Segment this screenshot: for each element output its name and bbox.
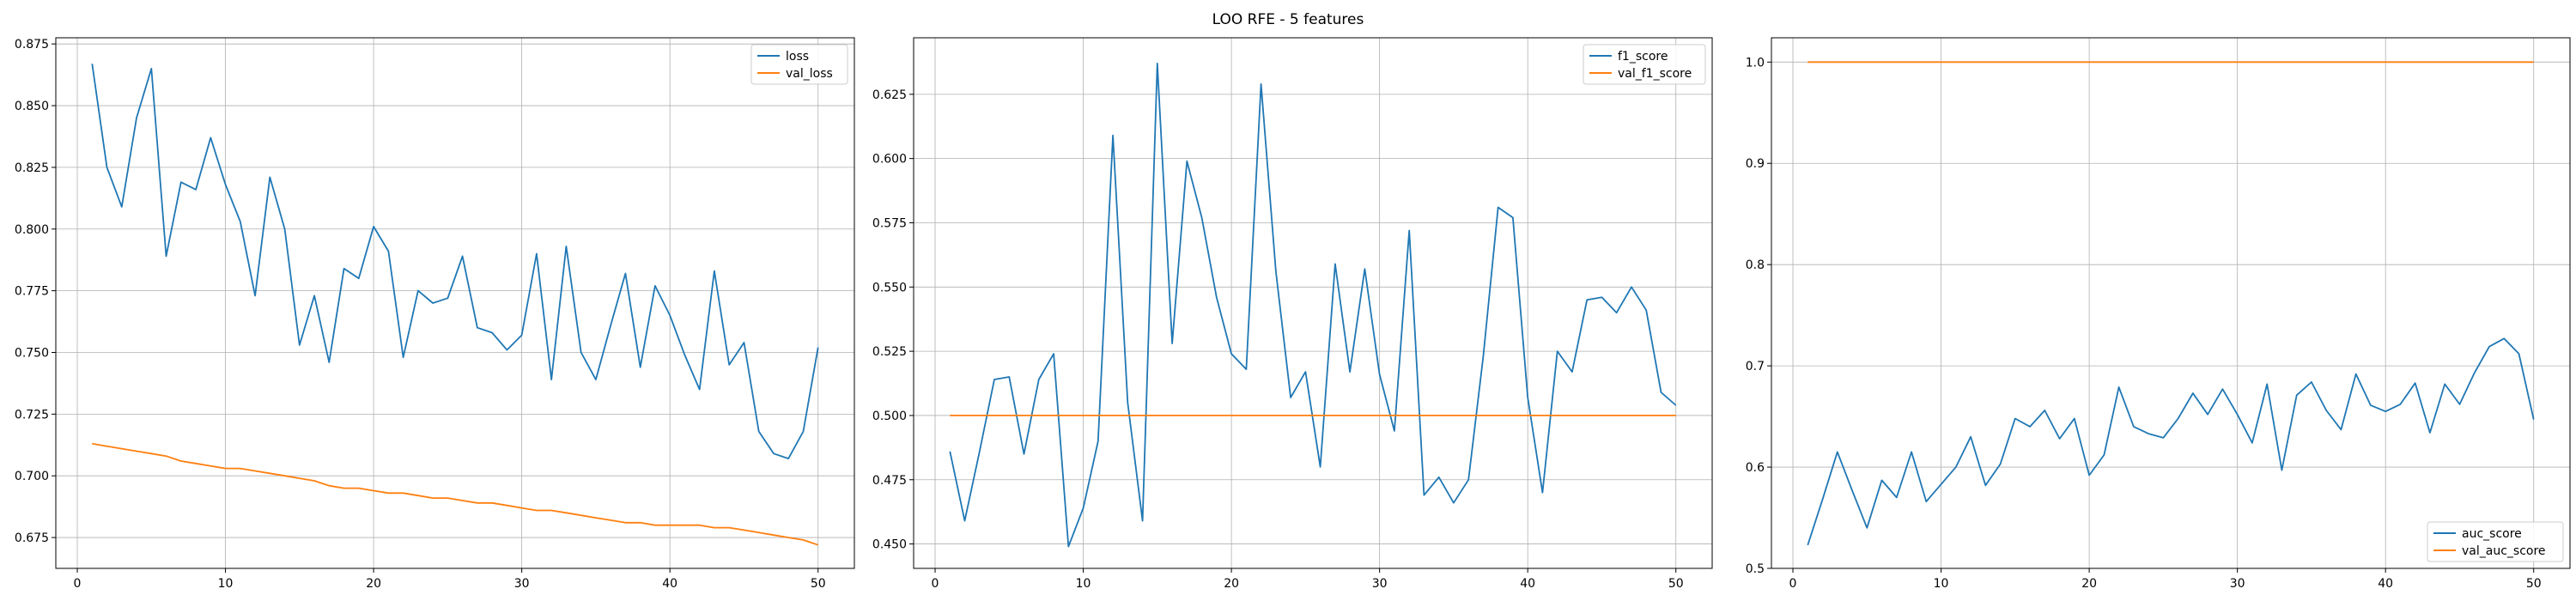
chart-panel-1: 0 10 20 30 40 50 0.675 0.700 0.725 0.750 0.775 0.80… — [15, 37, 855, 591]
y-tick-label: 0.750 — [15, 346, 49, 360]
legend-box — [750, 44, 848, 85]
series-line-auc-score — [1807, 337, 2535, 546]
x-tick-label: 50 — [811, 577, 826, 591]
y-tick-label: 0.625 — [872, 88, 907, 102]
legend-label: loss — [786, 50, 809, 64]
y-tick-label: 0.825 — [15, 161, 49, 175]
legend: auc_score val_auc_score — [2427, 521, 2564, 562]
x-tick-label: 40 — [662, 577, 677, 591]
x-tick-label: 20 — [2081, 577, 2097, 591]
figure-title: LOO RFE - 5 features — [1212, 11, 1364, 28]
y-tick-label: 0.8 — [1746, 258, 1765, 272]
y-tick-label: 0.9 — [1746, 157, 1765, 171]
x-tick-label: 10 — [1076, 577, 1091, 591]
legend-label: f1_score — [1618, 50, 1668, 64]
y-tick-label: 0.725 — [15, 408, 49, 422]
legend-label: val_f1_score — [1618, 67, 1692, 81]
legend-box — [2427, 521, 2564, 562]
y-tick-label: 0.775 — [15, 285, 49, 299]
x-tick-label: 0 — [932, 577, 939, 591]
axes-frame — [1771, 37, 2571, 569]
legend: f1_score val_f1_score — [1583, 44, 1706, 85]
x-tick-label: 10 — [218, 577, 234, 591]
series-line-f1-score — [949, 63, 1677, 548]
legend-box — [1583, 44, 1706, 85]
x-tick-label: 40 — [1520, 577, 1535, 591]
y-tick-label: 0.500 — [872, 410, 907, 423]
y-tick-label: 0.800 — [15, 223, 49, 237]
y-tick-label: 0.550 — [872, 281, 907, 294]
x-tick-label: 40 — [2378, 577, 2393, 591]
y-tick-label: 0.850 — [15, 100, 49, 113]
legend-label: auc_score — [2462, 527, 2522, 541]
axes-frame — [55, 37, 855, 569]
y-tick-label: 0.525 — [872, 345, 907, 359]
x-tick-label: 50 — [2526, 577, 2542, 591]
y-tick-label: 0.7 — [1746, 360, 1765, 373]
legend-label: val_loss — [786, 67, 833, 81]
x-tick-label: 30 — [514, 577, 530, 591]
series-line-val-loss — [92, 442, 818, 546]
y-tick-label: 0.875 — [15, 38, 49, 52]
x-tick-label: 30 — [2230, 577, 2245, 591]
x-tick-label: 20 — [1224, 577, 1239, 591]
x-tick-label: 30 — [1372, 577, 1388, 591]
y-tick-label: 0.675 — [15, 531, 49, 545]
legend: loss val_loss — [750, 44, 848, 85]
axes-frame — [913, 37, 1713, 569]
legend-label: val_auc_score — [2462, 544, 2546, 558]
y-tick-label: 0.6 — [1746, 461, 1765, 475]
series-line-loss — [91, 64, 819, 459]
x-tick-label: 0 — [1789, 577, 1797, 591]
y-tick-label: 0.450 — [872, 538, 907, 552]
y-tick-label: 0.575 — [872, 216, 907, 230]
x-tick-label: 20 — [366, 577, 381, 591]
y-tick-label: 0.600 — [872, 153, 907, 167]
y-tick-label: 0.475 — [872, 474, 907, 488]
chart-panel-2: 0 10 20 30 40 50 0.450 0.475 0.500 0.525 0.550 0.57… — [872, 37, 1713, 591]
chart-panel-3: 0 10 20 30 40 50 0.5 0.6 0.7 0.8 0.9 1.0 auc_scoreva… — [1746, 37, 2571, 591]
y-tick-label: 0.700 — [15, 470, 49, 483]
y-tick-label: 1.0 — [1746, 56, 1765, 70]
x-tick-label: 10 — [1934, 577, 1949, 591]
x-tick-label: 50 — [1668, 577, 1684, 591]
x-tick-label: 0 — [74, 577, 82, 591]
y-tick-label: 0.5 — [1746, 562, 1765, 576]
